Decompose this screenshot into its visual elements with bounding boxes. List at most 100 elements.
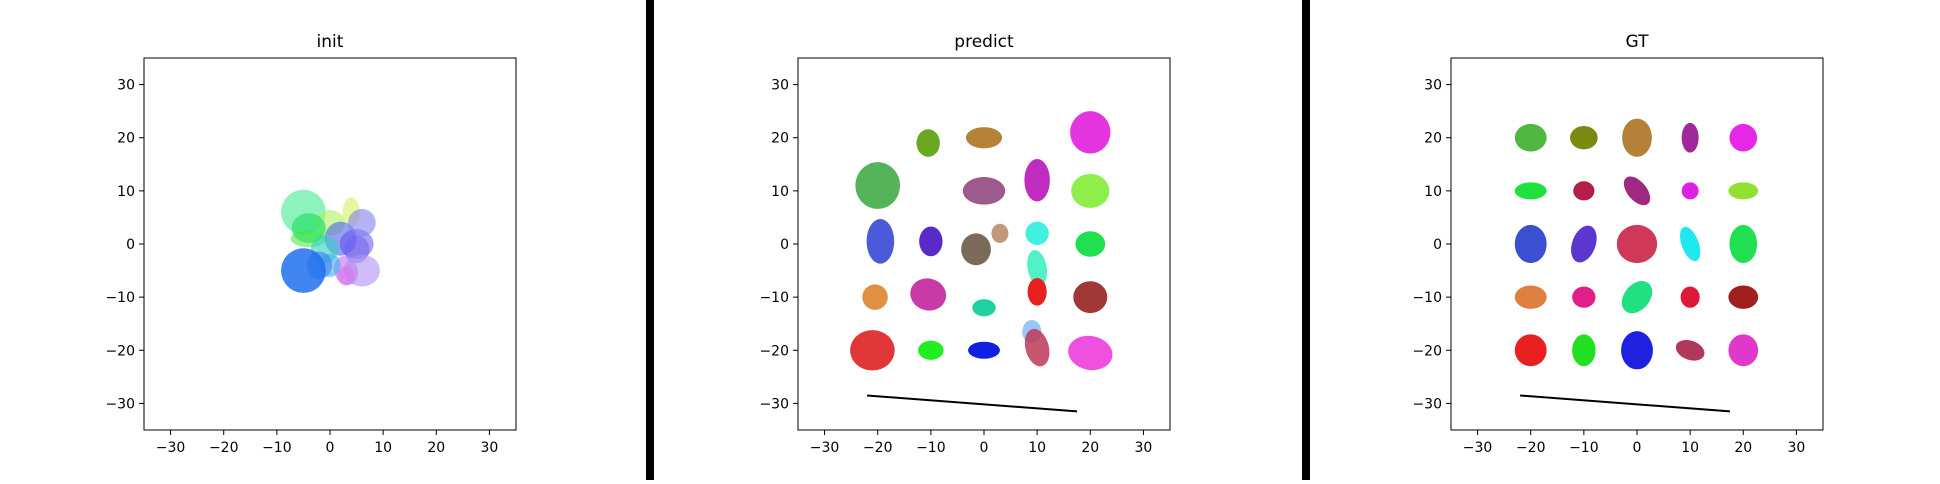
x-tick-label: 0	[326, 440, 335, 456]
ellipse-marker	[1681, 182, 1699, 200]
trajectory-line	[1520, 394, 1731, 413]
ellipse-marker	[1675, 339, 1705, 361]
ellipse-marker	[965, 127, 1003, 149]
x-tick-label: −30	[1463, 440, 1493, 456]
y-tick-label: 10	[1424, 184, 1442, 200]
ellipse-marker	[1071, 173, 1110, 208]
ellipse-marker	[1025, 221, 1049, 246]
ellipse-marker	[1728, 182, 1759, 200]
ellipse-marker	[1572, 334, 1596, 367]
y-tick-label: −10	[105, 290, 135, 306]
ellipse-marker	[961, 233, 991, 266]
x-tick-label: −20	[209, 440, 239, 456]
ellipse-marker	[910, 278, 947, 311]
x-tick-label: 20	[1081, 440, 1099, 456]
ellipse-marker	[968, 341, 1000, 359]
ellipse-marker	[337, 266, 355, 286]
x-tick-label: 0	[980, 440, 989, 456]
plot-area	[850, 111, 1113, 413]
ellipse-marker	[1571, 225, 1597, 263]
x-tick-label: −20	[1516, 440, 1546, 456]
y-tick-label: 10	[117, 184, 135, 200]
x-tick-label: 0	[1633, 440, 1642, 456]
chart-panel-2: −30 −20 −10 0 10 20 30 −30 −20 −10 0 10 20 30 predict	[759, 32, 1171, 456]
y-tick-label: −20	[105, 343, 135, 359]
ellipse-marker	[866, 219, 895, 264]
ellipse-marker	[1616, 224, 1658, 264]
x-tick-label: −30	[156, 440, 186, 456]
ellipse-marker	[972, 299, 996, 317]
ellipse-marker	[918, 340, 944, 360]
x-tick-label: 10	[1028, 440, 1046, 456]
ellipse-marker	[1728, 334, 1759, 367]
plot-area	[1514, 118, 1759, 413]
panel-separator	[1302, 0, 1310, 480]
chart-panel-3: −30 −20 −10 0 10 20 30 −30 −20 −10 0 10 20 30 GT	[1412, 32, 1824, 456]
chart-title: init	[317, 32, 344, 52]
ellipse-marker	[1621, 331, 1653, 370]
ellipse-marker	[919, 226, 943, 257]
ellipse-marker	[1570, 126, 1598, 150]
ellipse-marker	[850, 330, 895, 371]
chart-panel-1: −30 −20 −10 0 10 20 30 −30 −20 −10 0 10 20 30 init	[105, 32, 517, 456]
x-tick-label: −30	[810, 440, 840, 456]
panel-separator	[646, 0, 654, 480]
ellipse-marker	[1068, 335, 1113, 371]
ellipse-marker	[1070, 111, 1111, 154]
ellipse-marker	[1729, 123, 1758, 152]
trajectory-line	[867, 394, 1078, 413]
ellipse-marker	[1622, 118, 1652, 157]
y-tick-label: 0	[780, 237, 789, 253]
x-tick-label: 10	[374, 440, 392, 456]
y-tick-label: 20	[771, 131, 789, 147]
ellipse-marker	[1027, 250, 1048, 286]
y-tick-label: −10	[759, 290, 789, 306]
ellipse-marker	[916, 129, 940, 157]
ellipse-marker	[1514, 182, 1547, 200]
y-tick-label: 30	[1424, 78, 1442, 94]
y-tick-label: −30	[105, 396, 135, 412]
y-tick-label: 10	[771, 184, 789, 200]
y-tick-label: −10	[1412, 290, 1442, 306]
ellipse-marker	[991, 223, 1009, 243]
ellipse-marker	[1514, 123, 1547, 152]
ellipse-marker	[1514, 285, 1547, 309]
ellipse-marker	[1680, 226, 1701, 262]
x-tick-label: −10	[262, 440, 292, 456]
ellipse-marker	[281, 248, 326, 293]
ellipse-marker	[348, 208, 376, 237]
x-tick-label: 30	[1135, 440, 1153, 456]
ellipse-marker	[1680, 286, 1700, 308]
ellipse-marker	[1024, 158, 1050, 202]
ellipse-marker	[855, 162, 901, 209]
chart-title: GT	[1626, 32, 1650, 52]
y-tick-label: 0	[126, 237, 135, 253]
chart-title: predict	[954, 32, 1014, 52]
ellipse-marker	[1514, 334, 1547, 367]
y-tick-label: 20	[117, 131, 135, 147]
y-tick-label: −30	[1412, 396, 1442, 412]
ellipse-marker	[1681, 122, 1699, 153]
ellipse-marker	[1621, 281, 1653, 314]
y-tick-label: 30	[117, 78, 135, 94]
ellipse-marker	[1623, 176, 1651, 206]
y-tick-label: −20	[1412, 343, 1442, 359]
x-tick-label: −10	[916, 440, 946, 456]
x-tick-label: 30	[1788, 440, 1806, 456]
ellipse-marker	[1728, 285, 1759, 309]
y-tick-label: −20	[759, 343, 789, 359]
ellipse-marker	[1572, 286, 1596, 308]
y-tick-label: 20	[1424, 131, 1442, 147]
ellipse-marker	[1573, 181, 1595, 201]
ellipse-marker	[1075, 231, 1106, 257]
x-tick-label: 10	[1681, 440, 1699, 456]
x-tick-label: −10	[1569, 440, 1599, 456]
ellipse-marker	[1514, 224, 1547, 264]
ellipse-marker	[962, 177, 1006, 205]
y-tick-label: 30	[771, 78, 789, 94]
x-tick-label: −20	[863, 440, 893, 456]
x-tick-label: 30	[481, 440, 499, 456]
x-tick-label: 20	[1734, 440, 1752, 456]
